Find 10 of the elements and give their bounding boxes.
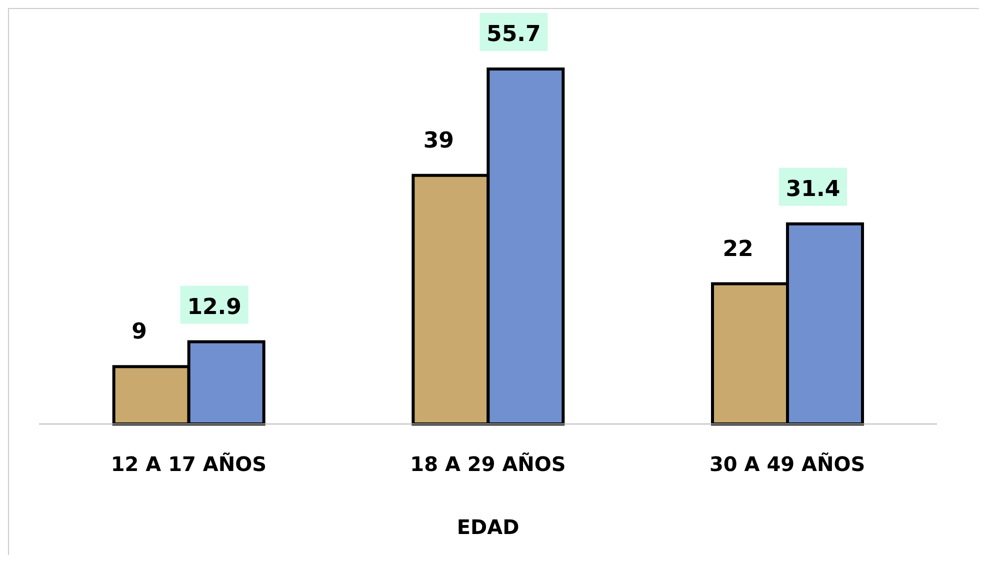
x-tick-label: 30 A 49 AÑOS: [710, 452, 866, 476]
data-label: 55.7: [486, 22, 541, 47]
x-tick-label: 12 A 17 AÑOS: [110, 452, 266, 476]
data-label: 39: [423, 128, 454, 154]
data-label: 12.9: [187, 294, 242, 320]
data-label: 9: [132, 320, 147, 345]
x-axis-title: EDAD: [456, 515, 520, 539]
data-label: 22: [722, 236, 754, 262]
data-label: 31.4: [786, 176, 840, 202]
x-tick-label: 18 A 29 AÑOS: [410, 452, 566, 476]
